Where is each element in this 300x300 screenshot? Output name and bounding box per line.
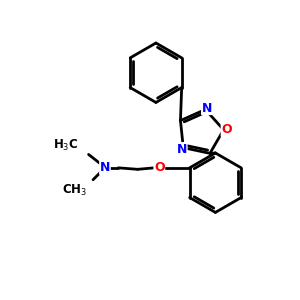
Text: H$_3$C: H$_3$C: [53, 138, 78, 153]
Text: O: O: [221, 123, 232, 136]
Text: CH$_3$: CH$_3$: [62, 183, 87, 198]
Text: N: N: [100, 161, 110, 174]
Text: N: N: [202, 101, 212, 115]
Text: O: O: [154, 161, 165, 174]
Text: N: N: [177, 143, 187, 156]
